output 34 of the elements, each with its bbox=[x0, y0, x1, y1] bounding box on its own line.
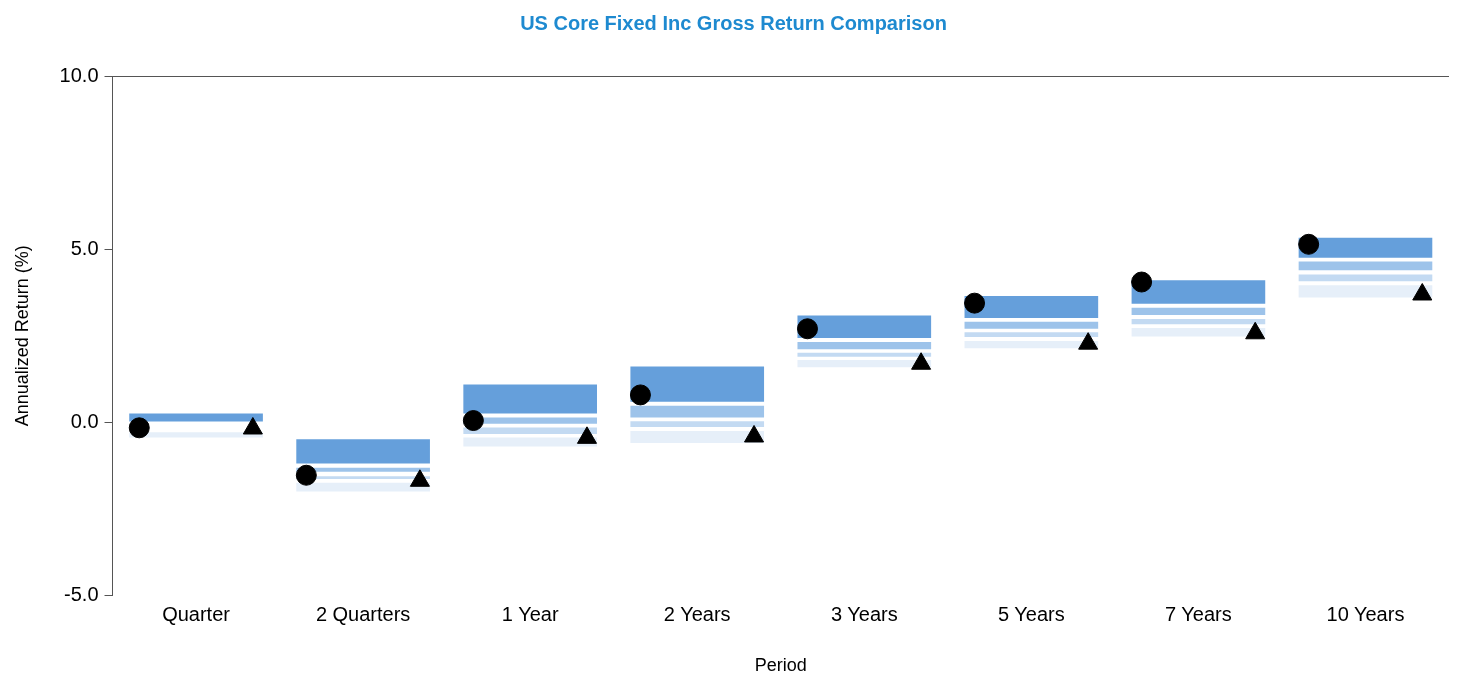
bar bbox=[1131, 319, 1266, 325]
y-tick-label: -5.0 bbox=[64, 582, 99, 605]
y-tick-label: 0.0 bbox=[70, 409, 99, 432]
x-tick-label: 10 Years bbox=[1326, 602, 1405, 625]
bar bbox=[463, 437, 597, 447]
bar bbox=[630, 421, 765, 428]
bar bbox=[964, 321, 1099, 329]
bar bbox=[964, 332, 1099, 338]
bar bbox=[797, 352, 932, 357]
x-tick-label: 1 Year bbox=[501, 602, 559, 625]
x-tick-label: Quarter bbox=[162, 602, 231, 625]
bar bbox=[1298, 261, 1433, 271]
bar bbox=[630, 366, 765, 402]
bar bbox=[1298, 274, 1433, 282]
bar bbox=[463, 427, 597, 435]
y-axis-title: Annualized Return (%) bbox=[11, 245, 32, 427]
bar bbox=[797, 341, 932, 350]
x-tick-label: 2 Years bbox=[663, 602, 731, 625]
x-tick-label: 7 Years bbox=[1165, 602, 1232, 625]
bar bbox=[1131, 307, 1266, 315]
x-tick-label: 5 Years bbox=[997, 602, 1065, 625]
bar bbox=[1298, 285, 1433, 298]
x-axis-title: Period bbox=[754, 655, 807, 676]
bar bbox=[296, 482, 430, 492]
bar bbox=[129, 413, 263, 422]
bar bbox=[1131, 280, 1266, 304]
x-tick-label: 3 Years bbox=[830, 602, 898, 625]
x-tick-label: 2 Quarters bbox=[315, 602, 411, 625]
y-tick-label: 5.0 bbox=[70, 236, 99, 259]
bar bbox=[463, 384, 597, 414]
bar bbox=[296, 439, 430, 464]
y-tick-label: 10.0 bbox=[59, 63, 99, 86]
bar bbox=[630, 405, 765, 418]
chart-title: US Core Fixed Inc Gross Return Comparison bbox=[520, 11, 947, 34]
